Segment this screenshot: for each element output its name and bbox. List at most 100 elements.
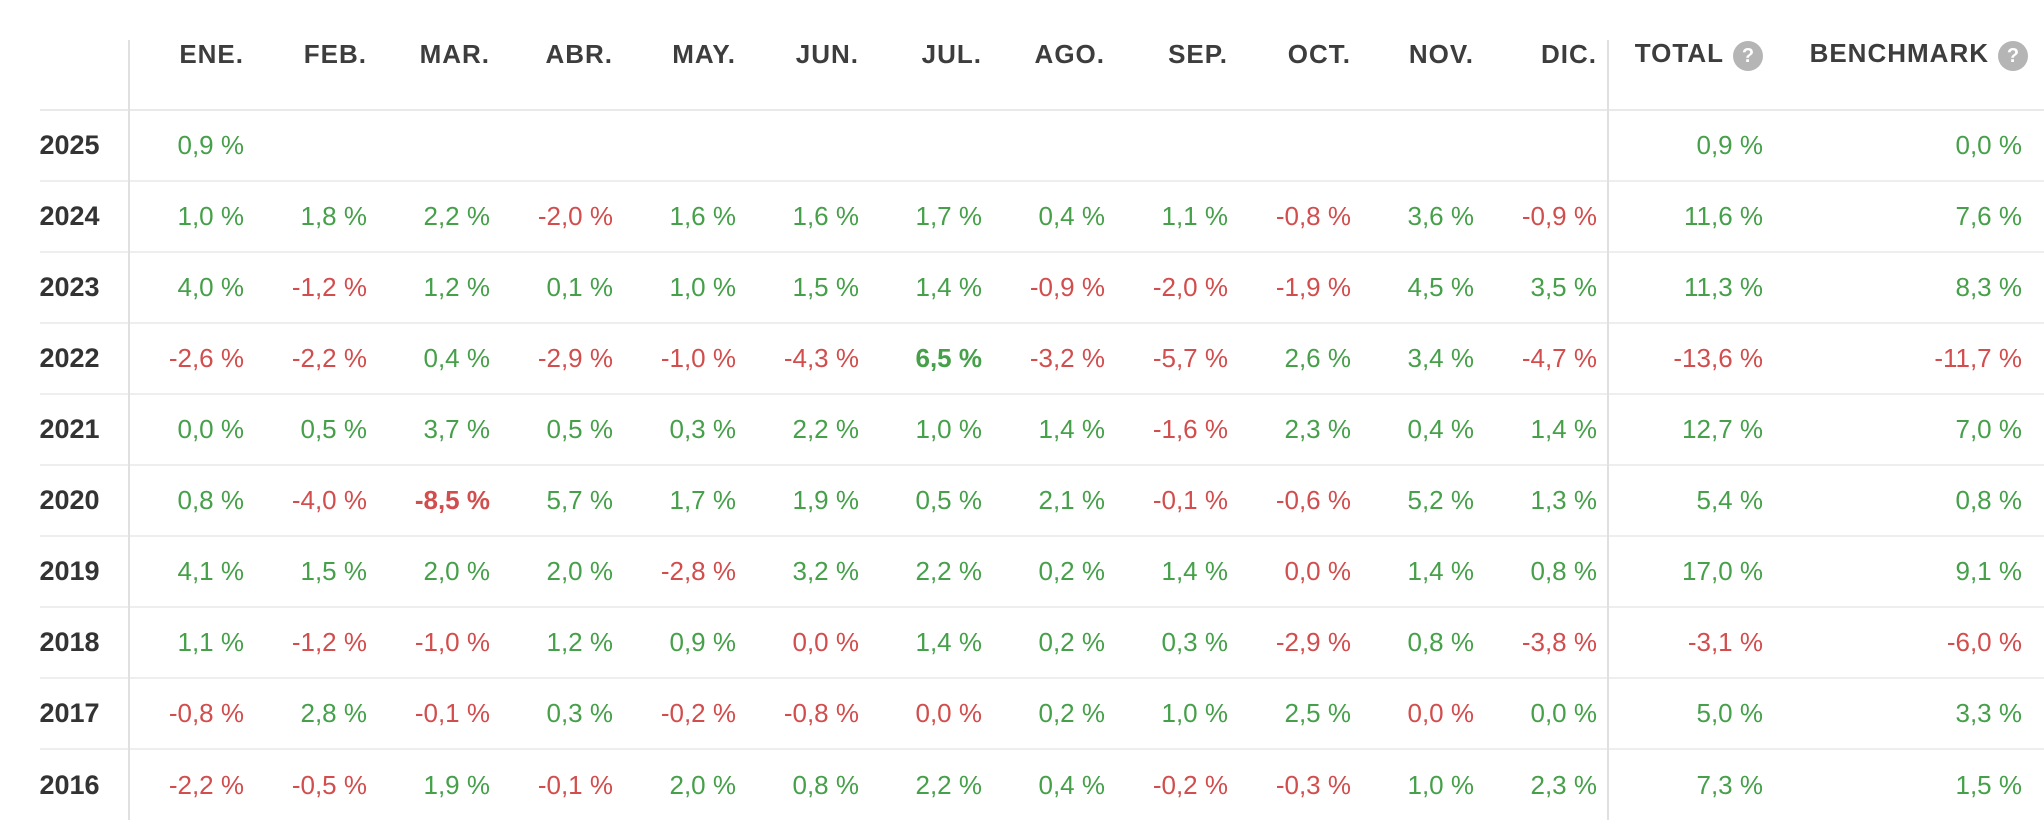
return-cell-2022-sep: -5,7 %	[1117, 322, 1240, 394]
year-label: 2024	[0, 180, 133, 252]
return-cell-2020-dic: 1,3 %	[1486, 464, 1609, 536]
table-row-2019: 2019 4,1 % 1,5 % 2,0 % 2,0 % -2,8 % 3,2 % 2,2 %…	[0, 535, 2044, 607]
column-header-dic: DIC.	[1486, 0, 1609, 111]
return-cell-2021-mar: 3,7 %	[379, 393, 502, 465]
benchmark-cell-2022: -11,7 %	[1769, 322, 2044, 394]
return-cell-2020-mar: -8,5 %	[379, 464, 502, 536]
return-cell-2022-abr: -2,9 %	[502, 322, 625, 394]
return-cell-2017-jul: 0,0 %	[871, 677, 994, 749]
benchmark-cell-2017: 3,3 %	[1769, 677, 2044, 749]
column-header-benchmark: BENCHMARK?	[1769, 0, 2044, 111]
return-cell-2024-sep: 1,1 %	[1117, 180, 1240, 252]
return-cell-2016-jul: 2,2 %	[871, 748, 994, 820]
total-cell-2023: 11,3 %	[1609, 251, 1769, 323]
return-cell-2024-mar: 2,2 %	[379, 180, 502, 252]
return-cell-2020-ene: 0,8 %	[133, 464, 256, 536]
return-cell-2019-nov: 1,4 %	[1363, 535, 1486, 607]
return-cell-2022-jul: 6,5 %	[871, 322, 994, 394]
total-cell-2025: 0,9 %	[1696, 130, 1764, 160]
benchmark-cell-2020: 0,8 %	[1769, 464, 2044, 536]
benchmark-cell-2024: 7,6 %	[1769, 180, 2044, 252]
return-cell-2021-feb: 0,5 %	[256, 393, 379, 465]
table-row-2024: 2024 1,0 % 1,8 % 2,2 % -2,0 % 1,6 % 1,6 % 1,7 %…	[0, 180, 2044, 252]
return-cell-2018-nov: 0,8 %	[1363, 606, 1486, 678]
return-cell-2023-ago: -0,9 %	[994, 251, 1117, 323]
table-row-2016: 2016 -2,2 % -0,5 % 1,9 % -0,1 % 2,0 % 0,8 % 2,2…	[0, 748, 2044, 820]
return-cell-2017-nov: 0,0 %	[1363, 677, 1486, 749]
total-cell-2018: -3,1 %	[1609, 606, 1769, 678]
return-cell-2019-sep: 1,4 %	[1117, 535, 1240, 607]
return-cell-2020-may: 1,7 %	[625, 464, 748, 536]
column-header-oct: OCT.	[1240, 0, 1363, 111]
return-cell-2019-mar: 2,0 %	[379, 535, 502, 607]
return-cell-2023-sep: -2,0 %	[1117, 251, 1240, 323]
return-cell-2016-may: 2,0 %	[625, 748, 748, 820]
header-row: ENE. FEB. MAR. ABR. MAY. JUN. JUL. AGO. SEP. OCT.…	[0, 0, 2044, 111]
return-cell-2020-nov: 5,2 %	[1363, 464, 1486, 536]
return-cell-2019-ago: 0,2 %	[994, 535, 1117, 607]
return-cell-2025-jul	[871, 110, 994, 181]
return-cell-2020-jul: 0,5 %	[871, 464, 994, 536]
total-header-label: TOTAL	[1634, 38, 1724, 69]
return-cell-2018-mar: -1,0 %	[379, 606, 502, 678]
return-cell-2020-oct: -0,6 %	[1240, 464, 1363, 536]
return-cell-2025-oct	[1240, 110, 1363, 181]
return-cell-2018-oct: -2,9 %	[1240, 606, 1363, 678]
return-cell-2016-nov: 1,0 %	[1363, 748, 1486, 820]
return-cell-2025-mar	[379, 110, 502, 181]
return-cell-2022-ene: -2,6 %	[133, 322, 256, 394]
year-label: 2025	[39, 130, 100, 160]
return-cell-2022-jun: -4,3 %	[748, 322, 871, 394]
return-cell-2023-mar: 1,2 %	[379, 251, 502, 323]
return-cell-2019-oct: 0,0 %	[1240, 535, 1363, 607]
column-header-nov: NOV.	[1363, 0, 1486, 111]
return-cell-2023-jul: 1,4 %	[871, 251, 994, 323]
return-cell-2021-jul: 1,0 %	[871, 393, 994, 465]
return-cell-2021-oct: 2,3 %	[1240, 393, 1363, 465]
return-cell-2025-ago	[994, 110, 1117, 181]
return-cell-2025-nov	[1363, 110, 1486, 181]
return-cell-2017-may: -0,2 %	[625, 677, 748, 749]
return-cell-2018-ago: 0,2 %	[994, 606, 1117, 678]
return-cell-2017-abr: 0,3 %	[502, 677, 625, 749]
return-cell-2023-dic: 3,5 %	[1486, 251, 1609, 323]
return-cell-2018-sep: 0,3 %	[1117, 606, 1240, 678]
return-cell-2017-ene: -0,8 %	[133, 677, 256, 749]
return-cell-2024-may: 1,6 %	[625, 180, 748, 252]
return-cell-2019-abr: 2,0 %	[502, 535, 625, 607]
table-row-2018: 2018 1,1 % -1,2 % -1,0 % 1,2 % 0,9 % 0,0 % 1,4 …	[0, 606, 2044, 678]
return-cell-2017-dic: 0,0 %	[1486, 677, 1609, 749]
return-cell-2016-mar: 1,9 %	[379, 748, 502, 820]
return-cell-2023-nov: 4,5 %	[1363, 251, 1486, 323]
return-cell-2025-feb	[256, 110, 379, 181]
benchmark-cell-2019: 9,1 %	[1769, 535, 2044, 607]
total-help-icon[interactable]: ?	[1733, 40, 1763, 71]
return-cell-2022-may: -1,0 %	[625, 322, 748, 394]
return-cell-2019-jun: 3,2 %	[748, 535, 871, 607]
total-cell-2019: 17,0 %	[1609, 535, 1769, 607]
benchmark-help-icon[interactable]: ?	[1998, 40, 2028, 71]
return-cell-2017-feb: 2,8 %	[256, 677, 379, 749]
return-cell-2022-oct: 2,6 %	[1240, 322, 1363, 394]
return-cell-2024-nov: 3,6 %	[1363, 180, 1486, 252]
return-cell-2018-dic: -3,8 %	[1486, 606, 1609, 678]
return-cell-2022-nov: 3,4 %	[1363, 322, 1486, 394]
return-cell-2024-ago: 0,4 %	[994, 180, 1117, 252]
return-cell-2017-sep: 1,0 %	[1117, 677, 1240, 749]
return-cell-2025-ene: 0,9 %	[177, 130, 245, 160]
return-cell-2018-feb: -1,2 %	[256, 606, 379, 678]
return-cell-2024-feb: 1,8 %	[256, 180, 379, 252]
return-cell-2019-may: -2,8 %	[625, 535, 748, 607]
year-column-divider	[128, 40, 130, 820]
benchmark-cell-2021: 7,0 %	[1769, 393, 2044, 465]
benchmark-cell-2025: 0,0 %	[1955, 130, 2023, 160]
return-cell-2022-mar: 0,4 %	[379, 322, 502, 394]
column-header-total: TOTAL?	[1609, 0, 1769, 111]
return-cell-2018-may: 0,9 %	[625, 606, 748, 678]
return-cell-2019-jul: 2,2 %	[871, 535, 994, 607]
return-cell-2024-ene: 1,0 %	[133, 180, 256, 252]
return-cell-2018-abr: 1,2 %	[502, 606, 625, 678]
benchmark-cell-2018: -6,0 %	[1769, 606, 2044, 678]
